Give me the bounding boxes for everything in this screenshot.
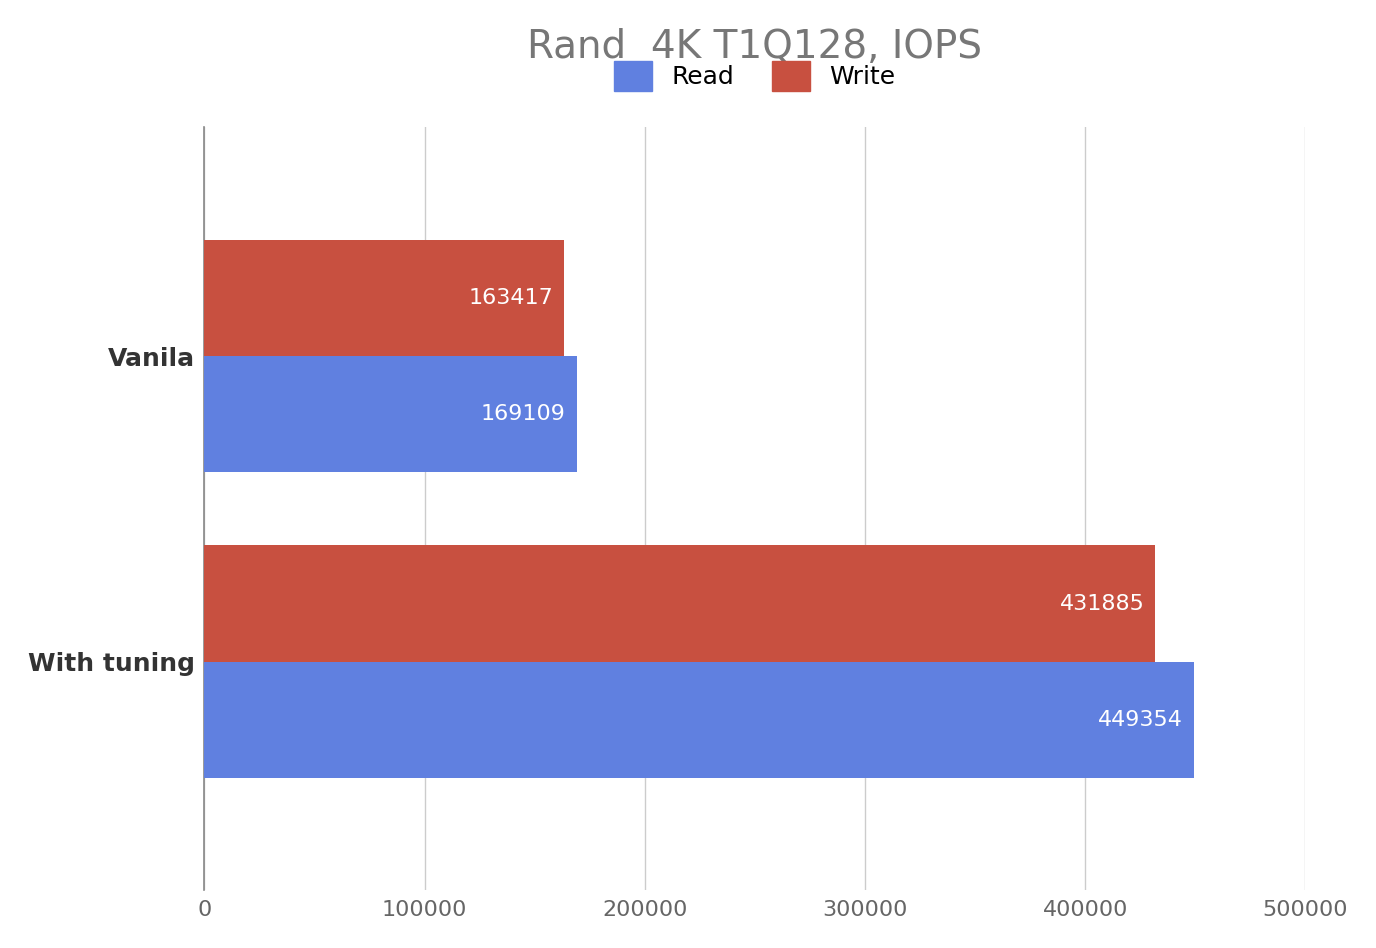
Bar (205, 545, 1156, 662)
Bar (205, 662, 1194, 777)
Text: 169109: 169109 (482, 404, 566, 424)
Legend: Read, Write: Read, Write (601, 48, 908, 103)
Text: 449354: 449354 (1098, 709, 1183, 730)
Text: 431885: 431885 (1060, 593, 1145, 613)
Bar (205, 240, 564, 356)
Title: Rand  4K T1Q128, IOPS: Rand 4K T1Q128, IOPS (527, 27, 982, 65)
Bar (205, 356, 577, 472)
Text: 163417: 163417 (469, 288, 553, 308)
